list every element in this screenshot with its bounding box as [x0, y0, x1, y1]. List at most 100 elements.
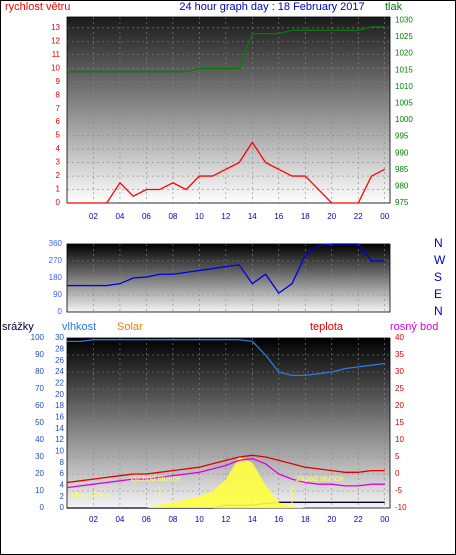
y2-tick-label: 4 — [60, 480, 65, 489]
y-tick-label: 4 — [56, 144, 61, 153]
y-tick-label: 6 — [56, 117, 61, 126]
x-tick-label: 00 — [380, 212, 389, 221]
y2-tick-label: 1025 — [395, 32, 413, 41]
line — [67, 243, 385, 295]
line — [66, 454, 385, 484]
y2-tick-label: 30 — [55, 333, 64, 342]
x-tick-label: 02 — [89, 212, 98, 221]
y-tick-label: 270 — [49, 256, 63, 265]
y3-tick-label: 15 — [395, 418, 404, 427]
y-tick-label: 10 — [35, 486, 44, 495]
annotation: východ slunce — [130, 474, 181, 483]
y-tick-label: 13 — [51, 23, 60, 32]
x-tick-label: 00 — [380, 515, 389, 524]
y2-tick-label: 8 — [60, 458, 65, 467]
legend-label: Solar — [117, 321, 143, 333]
y2-tick-label: 985 — [395, 165, 409, 174]
y-tick-label: 90 — [35, 350, 44, 359]
x-tick-label: 02 — [89, 515, 98, 524]
y3-tick-label: 25 — [395, 384, 404, 393]
y2-tick-label: N — [434, 304, 443, 318]
y-tick-label: 5 — [56, 131, 61, 140]
y-tick-label: 70 — [35, 384, 44, 393]
x-tick-label: 22 — [354, 212, 363, 221]
x-tick-label: 22 — [354, 515, 363, 524]
y-tick-label: 1 — [56, 185, 61, 194]
y-tick-label: 8 — [56, 90, 61, 99]
y-tick-label: 0 — [56, 198, 61, 207]
annotation: Moon Rise — [71, 491, 110, 500]
y2-tick-label: 0 — [60, 503, 65, 512]
legend-label: teplota — [310, 321, 344, 333]
plot-area — [67, 17, 390, 203]
x-tick-label: 10 — [195, 212, 204, 221]
y2-tick-label: W — [434, 253, 446, 267]
y2-tick-label: 975 — [395, 198, 409, 207]
y-tick-label: 50 — [35, 418, 44, 427]
y2-tick-label: 24 — [55, 367, 64, 376]
y-tick-label: 20 — [35, 469, 44, 478]
legend-label: srážky — [2, 321, 34, 333]
y-tick-label: 3 — [56, 158, 61, 167]
line — [67, 26, 385, 73]
plot-border — [66, 243, 391, 313]
y2-tick-label: 995 — [395, 132, 409, 141]
y2-tick-label: N — [434, 236, 443, 250]
x-tick-label: 16 — [274, 515, 283, 524]
y3-tick-label: -10 — [395, 503, 407, 512]
legend-label: vlhkost — [62, 321, 96, 333]
x-tick-label: 10 — [195, 515, 204, 524]
area — [67, 457, 385, 508]
x-tick-label: 04 — [115, 212, 124, 221]
y2-tick-label: S — [434, 270, 442, 284]
legend-label: tlak — [385, 1, 403, 13]
y3-tick-label: 0 — [395, 469, 400, 478]
y2-tick-label: 1020 — [395, 49, 413, 58]
plot-border — [66, 16, 391, 204]
y2-tick-label: 1015 — [395, 65, 413, 74]
annotation: západ slunce — [296, 474, 344, 483]
y3-tick-label: -5 — [395, 486, 403, 495]
x-tick-label: 14 — [248, 515, 257, 524]
y-tick-label: 11 — [52, 50, 61, 59]
y2-tick-label: 1030 — [395, 15, 413, 24]
y-tick-label: 2 — [56, 171, 61, 180]
y2-tick-label: 980 — [395, 182, 409, 191]
x-tick-label: 20 — [327, 515, 336, 524]
y-tick-label: 100 — [31, 333, 45, 342]
y2-tick-label: 16 — [55, 412, 64, 421]
y-tick-label: 12 — [51, 36, 60, 45]
y2-tick-label: 1010 — [395, 82, 413, 91]
y2-tick-label: 14 — [55, 424, 64, 433]
y3-tick-label: 5 — [395, 452, 400, 461]
y2-tick-label: 990 — [395, 148, 409, 157]
y2-tick-label: 22 — [55, 378, 64, 387]
line — [66, 458, 385, 489]
y3-tick-label: 10 — [395, 435, 404, 444]
y2-tick-label: 12 — [55, 435, 64, 444]
y2-tick-label: 18 — [55, 401, 64, 410]
legend-label: rosný bod — [390, 321, 438, 333]
x-tick-label: 08 — [168, 212, 177, 221]
y3-tick-label: 35 — [395, 350, 404, 359]
line — [67, 141, 385, 204]
y-tick-label: 60 — [35, 401, 44, 410]
y-tick-label: 180 — [49, 273, 63, 282]
y-tick-label: 80 — [35, 367, 44, 376]
y2-tick-label: 6 — [60, 469, 65, 478]
x-tick-label: 12 — [221, 212, 230, 221]
y-tick-label: 10 — [51, 63, 60, 72]
y-tick-label: 0 — [40, 503, 45, 512]
y2-tick-label: 20 — [55, 390, 64, 399]
y2-tick-label: 26 — [55, 356, 64, 365]
line — [67, 339, 385, 377]
y-tick-label: 7 — [56, 104, 61, 113]
chart-title: 24 hour graph day : 18 February 2017 — [179, 1, 364, 13]
x-tick-label: 18 — [301, 515, 310, 524]
y2-tick-label: 1005 — [395, 98, 413, 107]
y3-tick-label: 30 — [395, 367, 404, 376]
x-tick-label: 20 — [327, 212, 336, 221]
y2-tick-label: 2 — [60, 492, 65, 501]
x-tick-label: 04 — [115, 515, 124, 524]
